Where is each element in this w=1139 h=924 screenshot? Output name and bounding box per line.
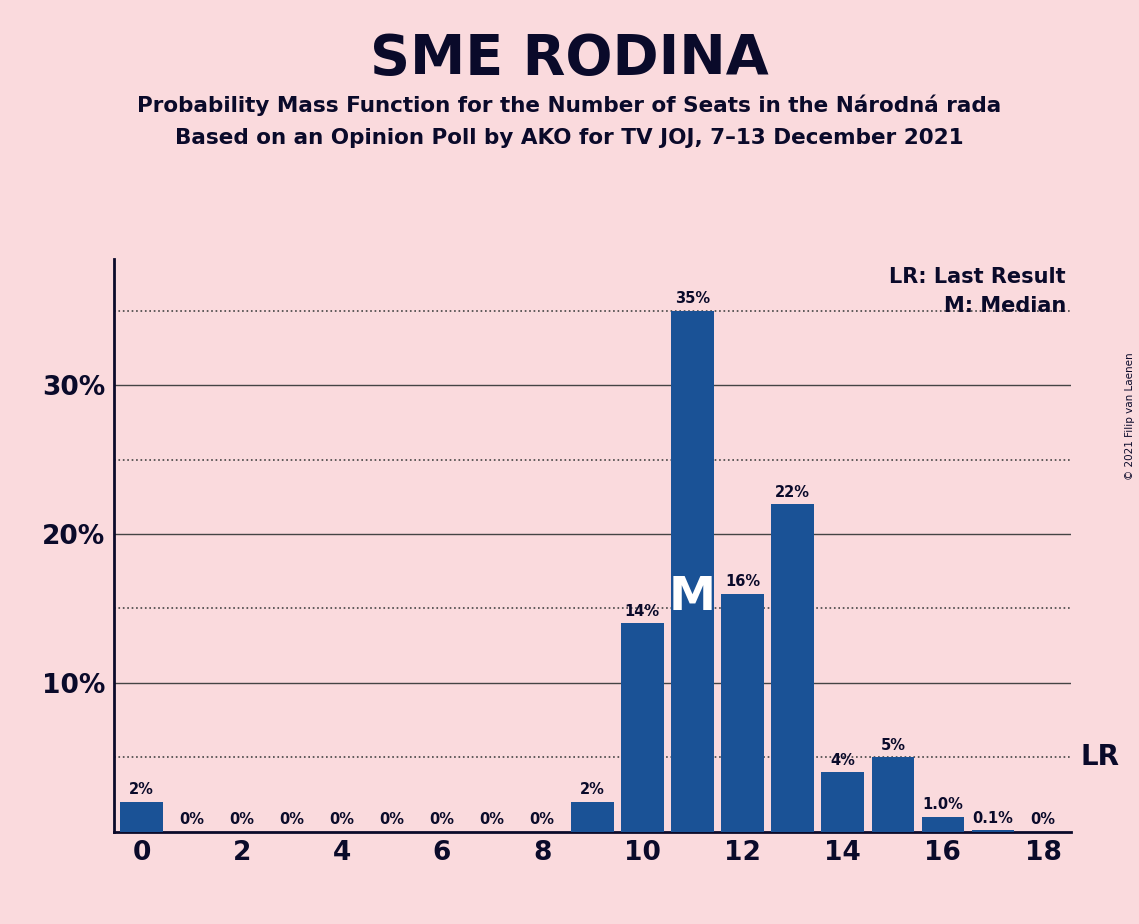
- Text: M: M: [669, 575, 716, 620]
- Text: 0.1%: 0.1%: [973, 810, 1014, 826]
- Text: 0%: 0%: [429, 812, 454, 827]
- Text: 5%: 5%: [880, 737, 906, 753]
- Bar: [721, 593, 764, 832]
- Text: M: Median: M: Median: [943, 296, 1066, 316]
- Text: 16%: 16%: [726, 574, 760, 590]
- Text: LR: Last Result: LR: Last Result: [890, 267, 1066, 287]
- Bar: [671, 310, 714, 832]
- Text: 14%: 14%: [625, 603, 659, 619]
- Text: 0%: 0%: [379, 812, 404, 827]
- Text: 0%: 0%: [329, 812, 354, 827]
- Text: © 2021 Filip van Laenen: © 2021 Filip van Laenen: [1125, 352, 1134, 480]
- Text: 0%: 0%: [279, 812, 304, 827]
- Text: Based on an Opinion Poll by AKO for TV JOJ, 7–13 December 2021: Based on an Opinion Poll by AKO for TV J…: [175, 128, 964, 148]
- Bar: [120, 802, 163, 832]
- Text: 0%: 0%: [480, 812, 505, 827]
- Text: LR: LR: [1080, 743, 1120, 772]
- Text: 0%: 0%: [179, 812, 204, 827]
- Text: 2%: 2%: [580, 783, 605, 797]
- Text: 2%: 2%: [129, 783, 154, 797]
- Text: 0%: 0%: [530, 812, 555, 827]
- Text: 0%: 0%: [229, 812, 254, 827]
- Text: 35%: 35%: [675, 291, 710, 307]
- Text: 0%: 0%: [1031, 812, 1056, 827]
- Bar: [621, 624, 664, 832]
- Bar: [821, 772, 865, 832]
- Text: Probability Mass Function for the Number of Seats in the Národná rada: Probability Mass Function for the Number…: [138, 94, 1001, 116]
- Bar: [871, 757, 915, 832]
- Text: 22%: 22%: [776, 485, 810, 500]
- Bar: [972, 830, 1015, 832]
- Text: 1.0%: 1.0%: [923, 797, 964, 812]
- Bar: [571, 802, 614, 832]
- Text: 4%: 4%: [830, 753, 855, 768]
- Bar: [771, 505, 814, 832]
- Text: SME RODINA: SME RODINA: [370, 32, 769, 86]
- Bar: [921, 817, 965, 832]
